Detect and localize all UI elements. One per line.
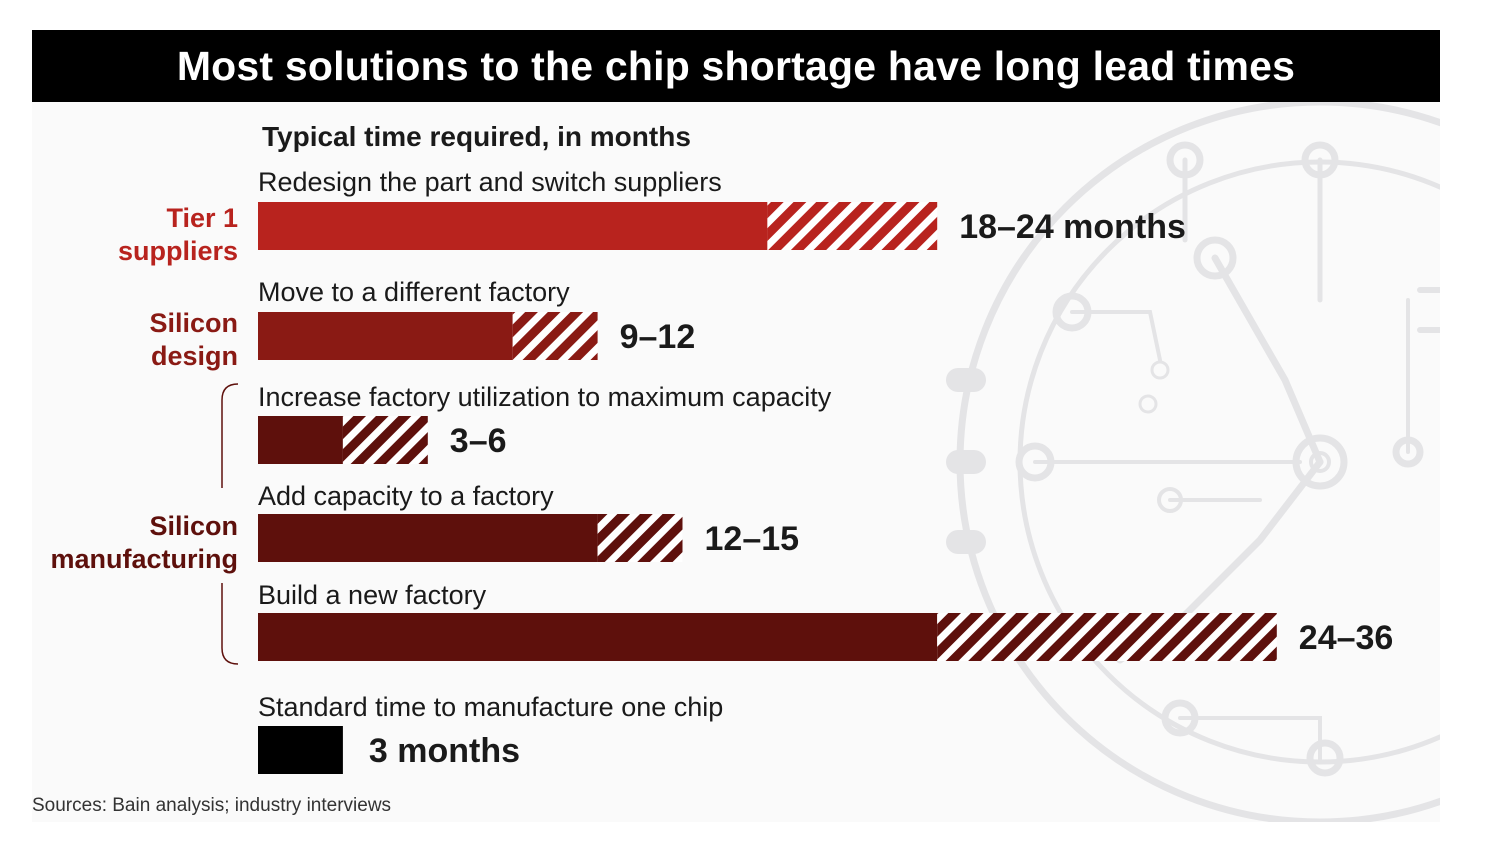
bar-3-solid <box>258 416 343 464</box>
group-label-1-line-2: suppliers <box>118 236 238 266</box>
bar-1-value-label: 18–24 months <box>959 208 1186 246</box>
bar-5-category-label: Build a new factory <box>258 580 487 610</box>
bar-5-range-hatch <box>937 613 1277 661</box>
reference-value-label: 3 months <box>369 732 520 770</box>
bar-2-value-label: 9–12 <box>620 318 696 356</box>
bar-4-category-label: Add capacity to a factory <box>258 481 554 511</box>
bar-1-category-label: Redesign the part and switch suppliers <box>258 167 722 197</box>
bar-4-solid <box>258 514 598 562</box>
bar-4-value-label: 12–15 <box>705 520 800 558</box>
bar-3-range-hatch <box>342 416 428 464</box>
bar-3-value-label: 3–6 <box>450 422 507 460</box>
bar-3-category-label: Increase factory utilization to maximum … <box>258 382 832 412</box>
bar-2-range-hatch <box>512 312 598 360</box>
reference-category-label: Standard time to manufacture one chip <box>258 692 723 722</box>
group-label-1-line-1: Tier 1 <box>166 203 238 233</box>
bar-2-solid <box>258 312 513 360</box>
group-label-3-line-1: Silicon <box>149 511 238 541</box>
manufacturing-bracket-top <box>221 383 239 488</box>
source-note: Sources: Bain analysis; industry intervi… <box>32 795 392 816</box>
bar-2-category-label: Move to a different factory <box>258 277 570 307</box>
group-label-2-line-2: design <box>151 341 238 371</box>
reference-bar <box>258 726 343 774</box>
manufacturing-bracket-bottom <box>221 583 239 665</box>
bar-1-range-hatch <box>767 202 938 250</box>
chart-title: Most solutions to the chip shortage have… <box>32 30 1440 102</box>
chart-subtitle: Typical time required, in months <box>262 121 691 152</box>
bar-5-solid <box>258 613 938 661</box>
group-label-3-line-2: manufacturing <box>50 544 238 574</box>
bar-1-solid <box>258 202 768 250</box>
group-label-2-line-1: Silicon <box>149 308 238 338</box>
bar-4-range-hatch <box>597 514 683 562</box>
bar-5-value-label: 24–36 <box>1299 619 1394 657</box>
